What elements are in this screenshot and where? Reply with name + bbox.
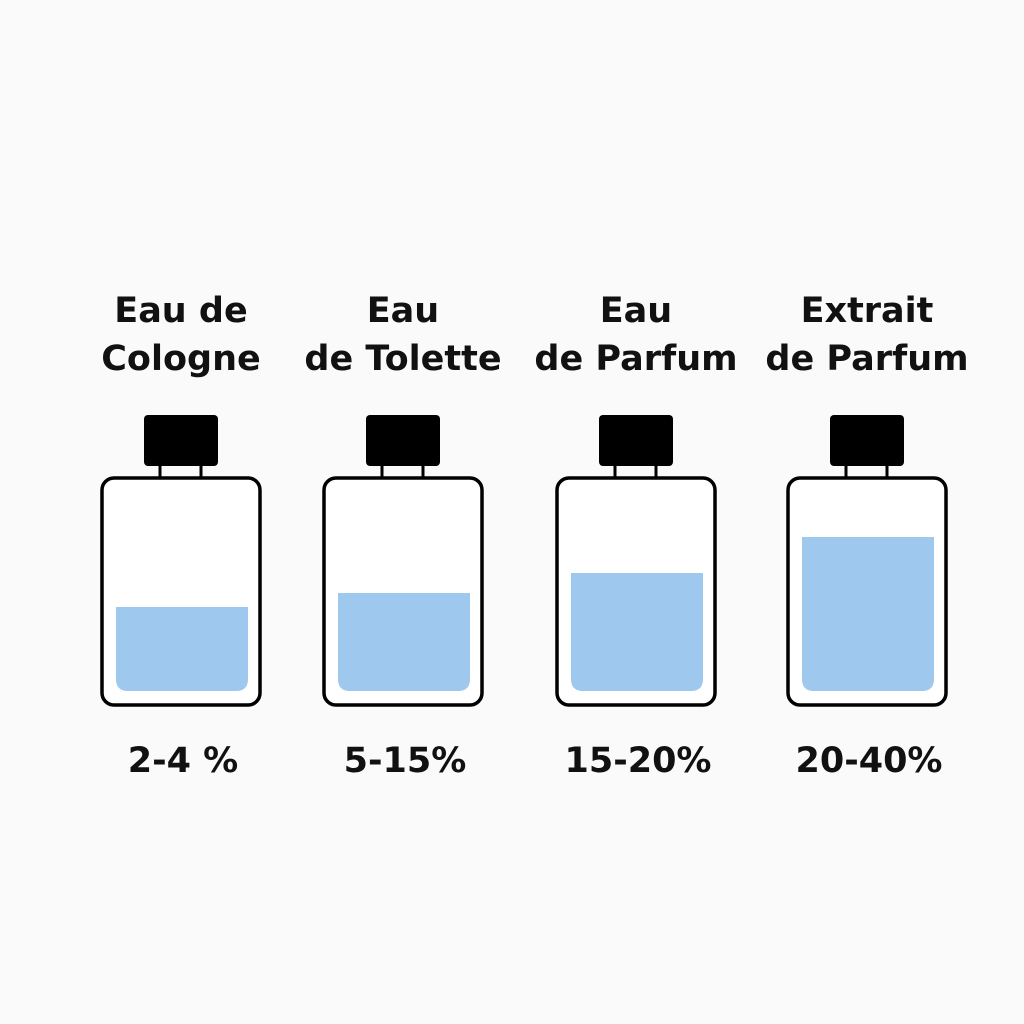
- concentration-range: 5-15%: [344, 741, 467, 781]
- concentration-range: 2-4 %: [128, 741, 239, 781]
- concentration-range: 15-20%: [564, 741, 711, 781]
- bottle-label: Extrait: [801, 291, 934, 331]
- liquid-fill: [571, 573, 703, 691]
- bottle-label: de Parfum: [534, 339, 737, 379]
- bottle-cap: [366, 415, 440, 466]
- concentration-range: 20-40%: [795, 741, 942, 781]
- bottle-cap: [830, 415, 904, 466]
- bottle-label: de Parfum: [765, 339, 968, 379]
- bottle-cap: [599, 415, 673, 466]
- liquid-fill: [802, 537, 934, 691]
- bottle-label: Eau: [600, 291, 672, 331]
- bottle-label: Eau: [367, 291, 439, 331]
- bottle-label: de Tolette: [304, 339, 501, 379]
- bottle-label: Eau de: [114, 291, 247, 331]
- liquid-fill: [338, 593, 470, 691]
- bottle-label: Cologne: [101, 339, 260, 379]
- bottle-cap: [144, 415, 218, 466]
- liquid-fill: [116, 607, 248, 691]
